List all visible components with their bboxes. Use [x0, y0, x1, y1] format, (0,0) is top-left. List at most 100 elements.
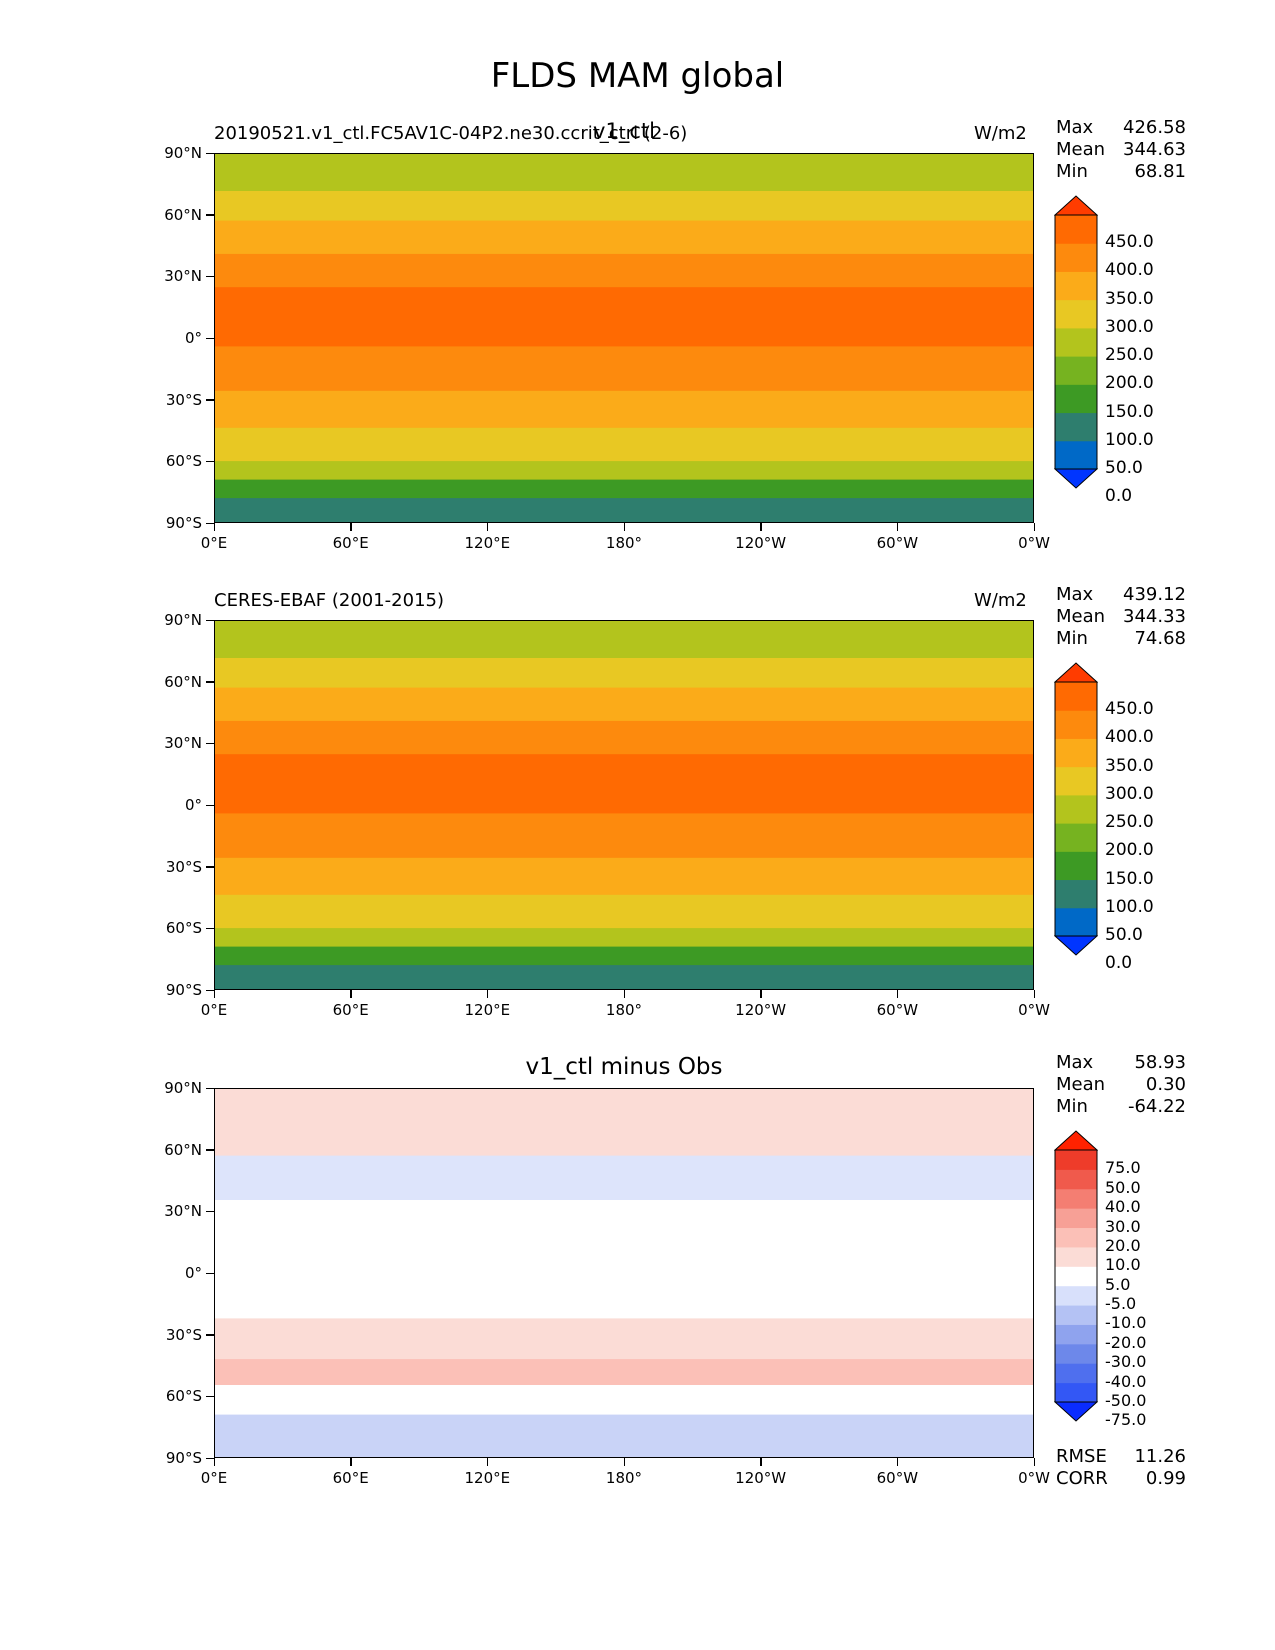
x-tick	[213, 990, 215, 998]
field-band	[215, 965, 1033, 989]
x-tick-label: 60°W	[876, 1469, 919, 1487]
colorbar-label: 0.0	[1105, 953, 1133, 974]
y-tick	[206, 927, 214, 930]
field-band	[215, 1385, 1033, 1416]
colorbar-segment	[1055, 412, 1097, 442]
x-tick	[486, 990, 489, 998]
colorbar-segment	[1055, 1150, 1097, 1170]
y-tick-label: 0°	[184, 796, 202, 814]
colorbar-label: 350.0	[1105, 755, 1154, 776]
colorbar-segment	[1055, 1169, 1097, 1190]
metric-row: RMSE 11.26	[1056, 1446, 1186, 1468]
stat-value: 344.63	[1123, 139, 1186, 160]
stat-row: Mean 0.30	[1056, 1074, 1186, 1096]
colorbar-label: 200.0	[1105, 373, 1154, 394]
stat-row: Max 426.58	[1056, 117, 1186, 139]
colorbar-label: -30.0	[1105, 1352, 1147, 1372]
coastline	[674, 191, 854, 295]
x-tick-label: 60°W	[876, 534, 919, 552]
colorbar-label: 50.0	[1105, 458, 1143, 478]
field-band	[215, 687, 1033, 722]
colorbar-label: 100.0	[1105, 896, 1154, 917]
figure-title: FLDS MAM global	[490, 56, 785, 96]
y-tick-label: 30°N	[164, 734, 202, 753]
stat-name: Min	[1056, 161, 1088, 182]
x-tick	[896, 1458, 899, 1466]
field-band	[215, 220, 1033, 255]
y-tick	[206, 214, 214, 216]
map-plot[interactable]	[214, 1088, 1034, 1458]
colorbar-segment	[1055, 1363, 1097, 1384]
y-tick-label: 90°N	[164, 144, 202, 162]
colorbar-label: 20.0	[1105, 1235, 1141, 1255]
coastline	[240, 1222, 314, 1333]
y-tick	[206, 742, 214, 745]
colorbar-segment	[1055, 327, 1097, 357]
colorbar-segment	[1055, 1324, 1097, 1345]
field-band	[215, 1089, 1033, 1157]
coastline	[240, 287, 314, 398]
y-tick	[206, 1087, 214, 1089]
x-tick-label: 0°W	[1018, 534, 1050, 552]
x-tick	[350, 1458, 352, 1466]
colorbar-segment	[1055, 823, 1097, 852]
field-band	[215, 813, 1033, 859]
metric-name: RMSE	[1056, 1446, 1107, 1467]
x-tick-label: 60°W	[876, 1001, 919, 1019]
stat-name: Max	[1056, 584, 1094, 605]
stat-name: Min	[1056, 628, 1088, 649]
colorbar-over-triangle	[1054, 662, 1098, 683]
x-tick	[213, 1458, 215, 1466]
y-tick	[206, 460, 214, 463]
field-band	[215, 1255, 1033, 1320]
colorbar-label: 200.0	[1105, 840, 1154, 861]
colorbar-label: 150.0	[1105, 868, 1154, 889]
field-band	[215, 287, 1033, 348]
colorbar-segment	[1055, 1285, 1097, 1306]
colorbar-segment	[1055, 794, 1097, 824]
colorbar	[1054, 1130, 1098, 1422]
field-band	[215, 1359, 1033, 1386]
stat-name: Mean	[1056, 1074, 1106, 1095]
y-tick-label: 60°S	[165, 919, 202, 938]
panel-center-label: v1_ctl minus Obs	[525, 1054, 723, 1080]
colorbar-under-triangle	[1054, 468, 1098, 489]
x-tick-label: 180°	[605, 1469, 643, 1487]
y-tick-label: 0°	[184, 329, 202, 347]
x-tick	[1033, 990, 1035, 998]
stat-name: Min	[1056, 1096, 1088, 1117]
field-band	[215, 621, 1033, 659]
coastline	[789, 169, 953, 228]
y-tick	[206, 152, 214, 154]
stats-block: Max 439.12 Mean 344.33 Min 74.68	[1056, 584, 1186, 650]
colorbar-label: -5.0	[1105, 1294, 1137, 1314]
x-tick	[350, 990, 352, 998]
colorbar-label: -50.0	[1105, 1391, 1147, 1410]
map-plot[interactable]	[214, 153, 1034, 523]
x-tick	[623, 523, 625, 531]
stat-name: Mean	[1056, 139, 1106, 160]
metric-value: 11.26	[1134, 1446, 1186, 1467]
y-tick-label: 30°S	[165, 1325, 202, 1344]
y-tick	[206, 989, 214, 991]
field-band	[215, 479, 1033, 499]
colorbar-segment	[1055, 682, 1097, 711]
stat-name: Max	[1056, 1052, 1094, 1073]
coastline	[215, 472, 1034, 498]
map-plot[interactable]	[214, 620, 1034, 990]
x-tick-label: 0°E	[200, 1469, 228, 1487]
x-tick	[760, 990, 762, 998]
x-tick-label: 120°E	[464, 534, 511, 552]
colorbar-segment	[1055, 215, 1097, 244]
coastline	[215, 939, 1034, 965]
x-tick-label: 0°W	[1018, 1001, 1050, 1019]
colorbar-over-triangle	[1054, 1130, 1098, 1151]
y-tick	[206, 337, 214, 339]
x-tick	[623, 990, 625, 998]
y-tick-label: 90°N	[164, 1079, 202, 1097]
metric-name: CORR	[1056, 1468, 1108, 1489]
x-tick-label: 120°E	[464, 1469, 511, 1487]
stat-value: 426.58	[1123, 117, 1186, 138]
x-tick-label: 60°E	[332, 1469, 369, 1487]
field-band	[215, 928, 1033, 948]
